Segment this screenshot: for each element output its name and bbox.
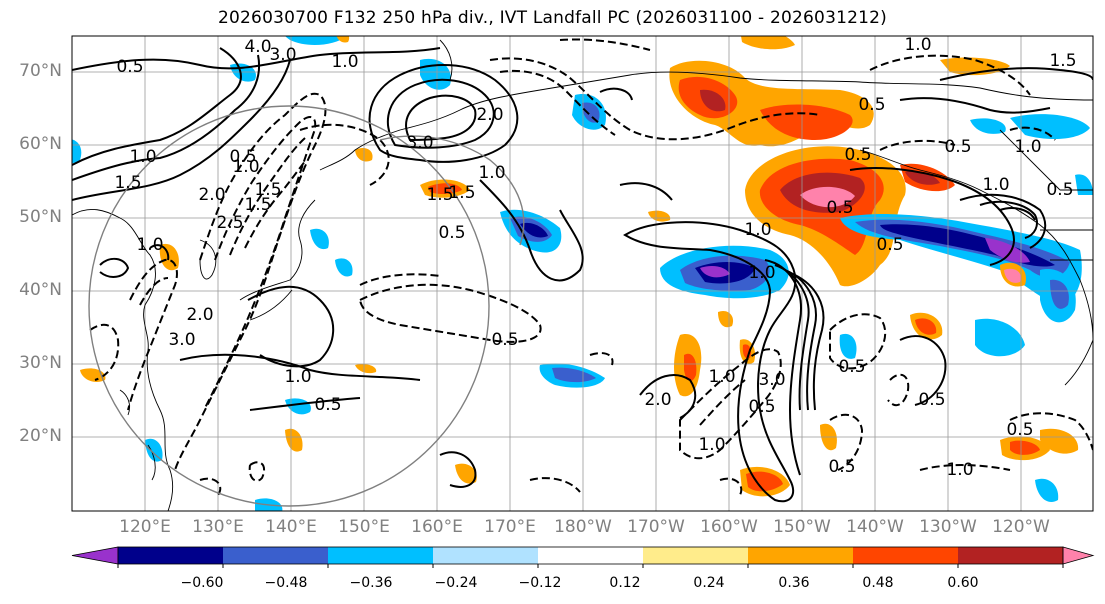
contour-label: 0.5 <box>944 137 971 157</box>
contour-label: 2.0 <box>644 390 671 410</box>
colorbar-frame <box>117 546 1064 565</box>
lon-label: 150°E <box>338 517 390 537</box>
colorbar-min-extension <box>71 546 119 565</box>
colorbar <box>71 546 1095 568</box>
contour-label: 2.0 <box>198 185 225 205</box>
contour-label: 3.0 <box>758 370 785 390</box>
lon-label: 150°W <box>773 517 831 537</box>
contour-label: 1.0 <box>478 163 505 183</box>
contour-label: 1.0 <box>129 147 156 167</box>
colorbar-swatch <box>643 547 749 564</box>
colorbar-swatch <box>538 547 644 564</box>
colorbar-swatch <box>748 547 854 564</box>
colorbar-swatch <box>328 547 434 564</box>
contour-label: 1.0 <box>232 157 259 177</box>
contour-label: 1.0 <box>331 52 358 72</box>
contour-label: 1.5 <box>426 185 453 205</box>
lon-label: 160°E <box>411 517 463 537</box>
map-plot-area <box>72 36 1093 511</box>
contour-label: 1.0 <box>946 460 973 480</box>
colorbar-tick-label: 0.24 <box>693 575 725 591</box>
lat-label: 50°N <box>19 207 62 227</box>
lon-label: 130°W <box>919 517 977 537</box>
contour-label: 4.0 <box>244 37 271 57</box>
lon-label: 170°E <box>484 517 536 537</box>
contour-label: 3.0 <box>269 45 296 65</box>
lat-label: 20°N <box>19 426 62 446</box>
graticule <box>72 36 1093 511</box>
contour-label: 2.0 <box>476 105 503 125</box>
contour-label: 3.0 <box>406 133 433 153</box>
contour-label: 2.5 <box>216 213 243 233</box>
negative-contours <box>89 38 1093 496</box>
colorbar-tick-label: −0.36 <box>349 575 393 591</box>
contour-label: 0.5 <box>748 397 775 417</box>
shaded-anomalies <box>72 36 1093 511</box>
contour-label: 0.5 <box>876 235 903 255</box>
lon-label: 140°W <box>846 517 904 537</box>
contour-label: 1.0 <box>904 35 931 55</box>
contour-label: 0.5 <box>1046 180 1073 200</box>
colorbar-tick-label: 0.60 <box>947 575 979 591</box>
contour-label: 1.0 <box>708 367 735 387</box>
colorbar-tick-label: 0.36 <box>778 575 810 591</box>
contour-label: 0.5 <box>438 223 465 243</box>
contour-label: 1.0 <box>982 175 1009 195</box>
lon-label: 180°W <box>554 517 612 537</box>
contour-label: 0.5 <box>116 57 143 77</box>
colorbar-tick-label: −0.60 <box>180 575 224 591</box>
colorbar-tick-label: −0.48 <box>264 575 308 591</box>
lon-label: 120°E <box>119 517 171 537</box>
contour-label: 0.5 <box>844 145 871 165</box>
contour-label: 1.0 <box>748 263 775 283</box>
lon-label: 140°E <box>265 517 317 537</box>
colorbar-tick-label: −0.24 <box>434 575 478 591</box>
contour-label: 0.5 <box>858 95 885 115</box>
colorbar-swatch <box>118 547 224 564</box>
colorbar-tick-label: 0.12 <box>609 575 641 591</box>
map-frame <box>71 35 1094 512</box>
contour-label: 0.5 <box>838 357 865 377</box>
contour-label: 1.0 <box>1014 137 1041 157</box>
lon-label: 160°W <box>700 517 758 537</box>
contour-label: 0.5 <box>491 330 518 350</box>
contour-label: 1.0 <box>284 367 311 387</box>
contour-label: 0.5 <box>826 198 853 218</box>
contour-label: 1.5 <box>448 183 475 203</box>
circle-region <box>88 105 525 507</box>
colorbar-swatch <box>853 547 959 564</box>
lon-label: 120°W <box>992 517 1050 537</box>
colorbar-swatch <box>958 547 1064 564</box>
contour-label: 1.5 <box>114 173 141 193</box>
map-title: 2026030700 F132 250 hPa div., IVT Landfa… <box>218 8 887 28</box>
colorbar-tick-label: 0.48 <box>862 575 894 591</box>
lat-label: 60°N <box>19 134 62 154</box>
contour-label: 1.0 <box>136 235 163 255</box>
colorbar-max-extension <box>1062 546 1095 565</box>
contour-label: 0.5 <box>314 395 341 415</box>
contour-labels: 4.03.0 1.00.51.51.03.02.01.51.00.51.51.52… <box>114 35 1076 480</box>
lat-label: 40°N <box>19 280 62 300</box>
contour-label: 0.5 <box>828 457 855 477</box>
contour-label: 2.0 <box>186 305 213 325</box>
colorbar-swatch <box>223 547 329 564</box>
contour-label: 0.5 <box>229 147 256 167</box>
colorbar-tick-label: −0.12 <box>518 575 562 591</box>
colorbar-swatch <box>433 547 539 564</box>
contour-label: 0.5 <box>1006 420 1033 440</box>
contour-label: 1.0 <box>744 220 771 240</box>
lon-label: 130°E <box>192 517 244 537</box>
contour-label: 1.5 <box>1049 51 1076 71</box>
contour-label: 3.0 <box>168 330 195 350</box>
contour-label: 0.5 <box>918 390 945 410</box>
contour-label: 1.0 <box>698 435 725 455</box>
lon-label: 170°W <box>627 517 685 537</box>
positive-contours <box>72 47 1093 503</box>
lat-label: 70°N <box>19 61 62 81</box>
contour-label: 1.5 <box>254 180 281 200</box>
contour-label: 1.5 <box>244 195 271 215</box>
lat-label: 30°N <box>19 353 62 373</box>
